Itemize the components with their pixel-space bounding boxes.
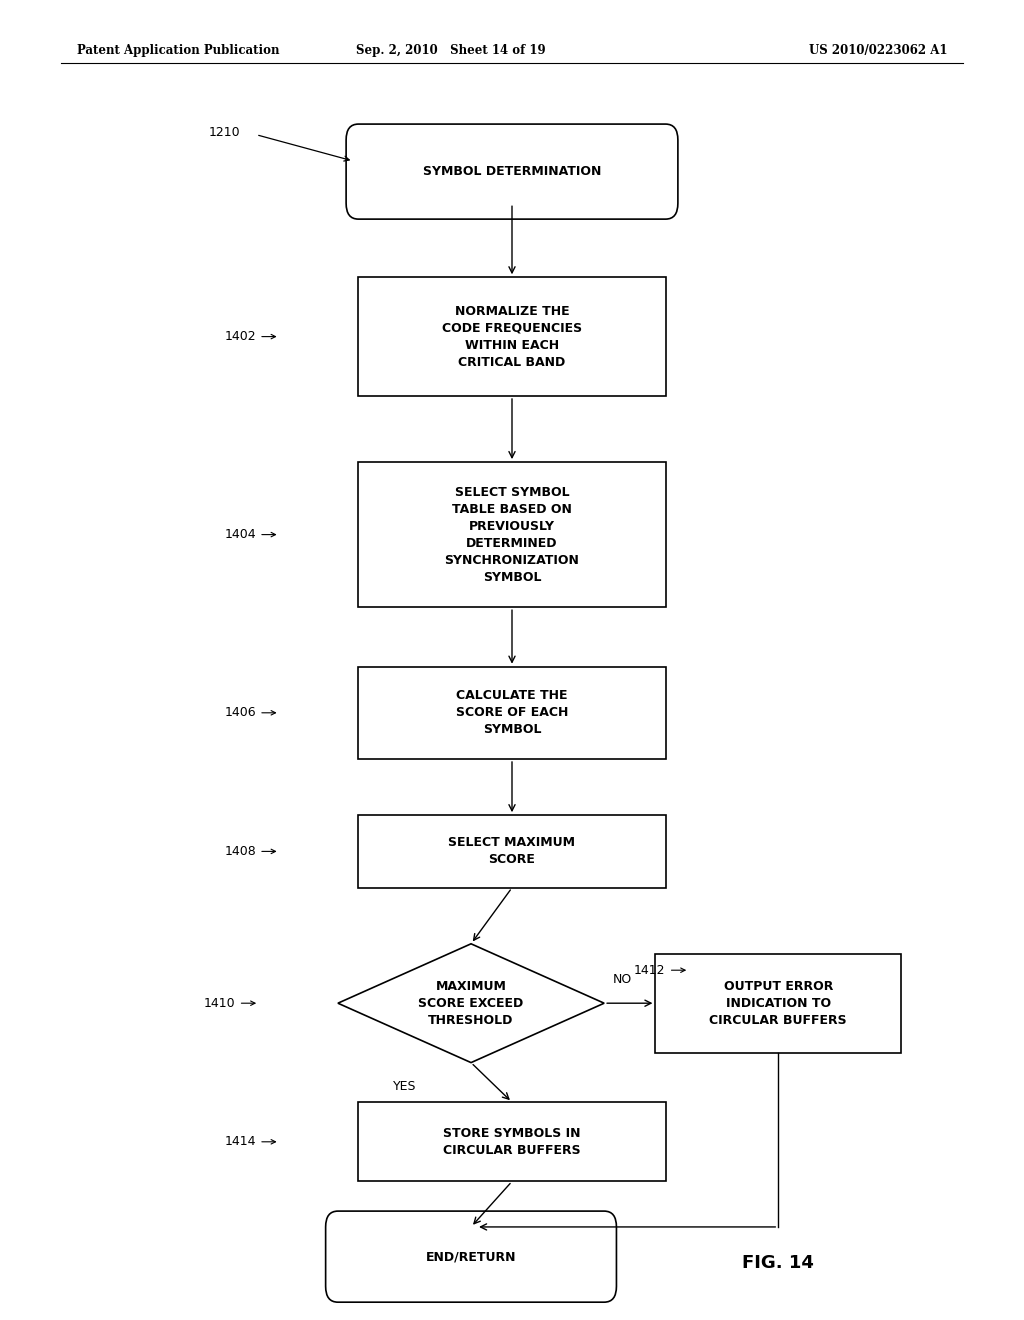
Bar (358, 814, 666, 888)
Text: CALCULATE THE
SCORE OF EACH
SYMBOL: CALCULATE THE SCORE OF EACH SYMBOL (456, 689, 568, 737)
FancyBboxPatch shape (346, 124, 678, 219)
Text: MAXIMUM
SCORE EXCEED
THRESHOLD: MAXIMUM SCORE EXCEED THRESHOLD (419, 979, 523, 1027)
Text: OUTPUT ERROR
INDICATION TO
CIRCULAR BUFFERS: OUTPUT ERROR INDICATION TO CIRCULAR BUFF… (710, 979, 847, 1027)
Text: SELECT MAXIMUM
SCORE: SELECT MAXIMUM SCORE (449, 837, 575, 866)
Text: 1412: 1412 (634, 964, 666, 977)
Bar (358, 1102, 666, 1181)
Text: 1410: 1410 (204, 997, 236, 1010)
Bar (358, 462, 666, 607)
Text: Patent Application Publication: Patent Application Publication (77, 44, 280, 57)
Polygon shape (338, 944, 604, 1063)
Text: Sep. 2, 2010   Sheet 14 of 19: Sep. 2, 2010 Sheet 14 of 19 (355, 44, 546, 57)
Text: 1406: 1406 (224, 706, 256, 719)
Text: SYMBOL DETERMINATION: SYMBOL DETERMINATION (423, 165, 601, 178)
Text: STORE SYMBOLS IN
CIRCULAR BUFFERS: STORE SYMBOLS IN CIRCULAR BUFFERS (443, 1127, 581, 1156)
Bar (358, 277, 666, 396)
Text: 1408: 1408 (224, 845, 256, 858)
Text: 1414: 1414 (224, 1135, 256, 1148)
Bar (655, 953, 901, 1053)
Bar (358, 667, 666, 759)
Text: 1404: 1404 (224, 528, 256, 541)
Text: YES: YES (393, 1080, 416, 1093)
Text: NORMALIZE THE
CODE FREQUENCIES
WITHIN EACH
CRITICAL BAND: NORMALIZE THE CODE FREQUENCIES WITHIN EA… (442, 305, 582, 368)
Text: FIG. 14: FIG. 14 (742, 1254, 814, 1272)
Text: 1402: 1402 (224, 330, 256, 343)
Text: US 2010/0223062 A1: US 2010/0223062 A1 (809, 44, 947, 57)
Text: SELECT SYMBOL
TABLE BASED ON
PREVIOUSLY
DETERMINED
SYNCHRONIZATION
SYMBOL: SELECT SYMBOL TABLE BASED ON PREVIOUSLY … (444, 486, 580, 583)
Text: 1210: 1210 (209, 125, 241, 139)
Text: END/RETURN: END/RETURN (426, 1250, 516, 1263)
Text: NO: NO (613, 973, 632, 986)
FancyBboxPatch shape (326, 1212, 616, 1302)
